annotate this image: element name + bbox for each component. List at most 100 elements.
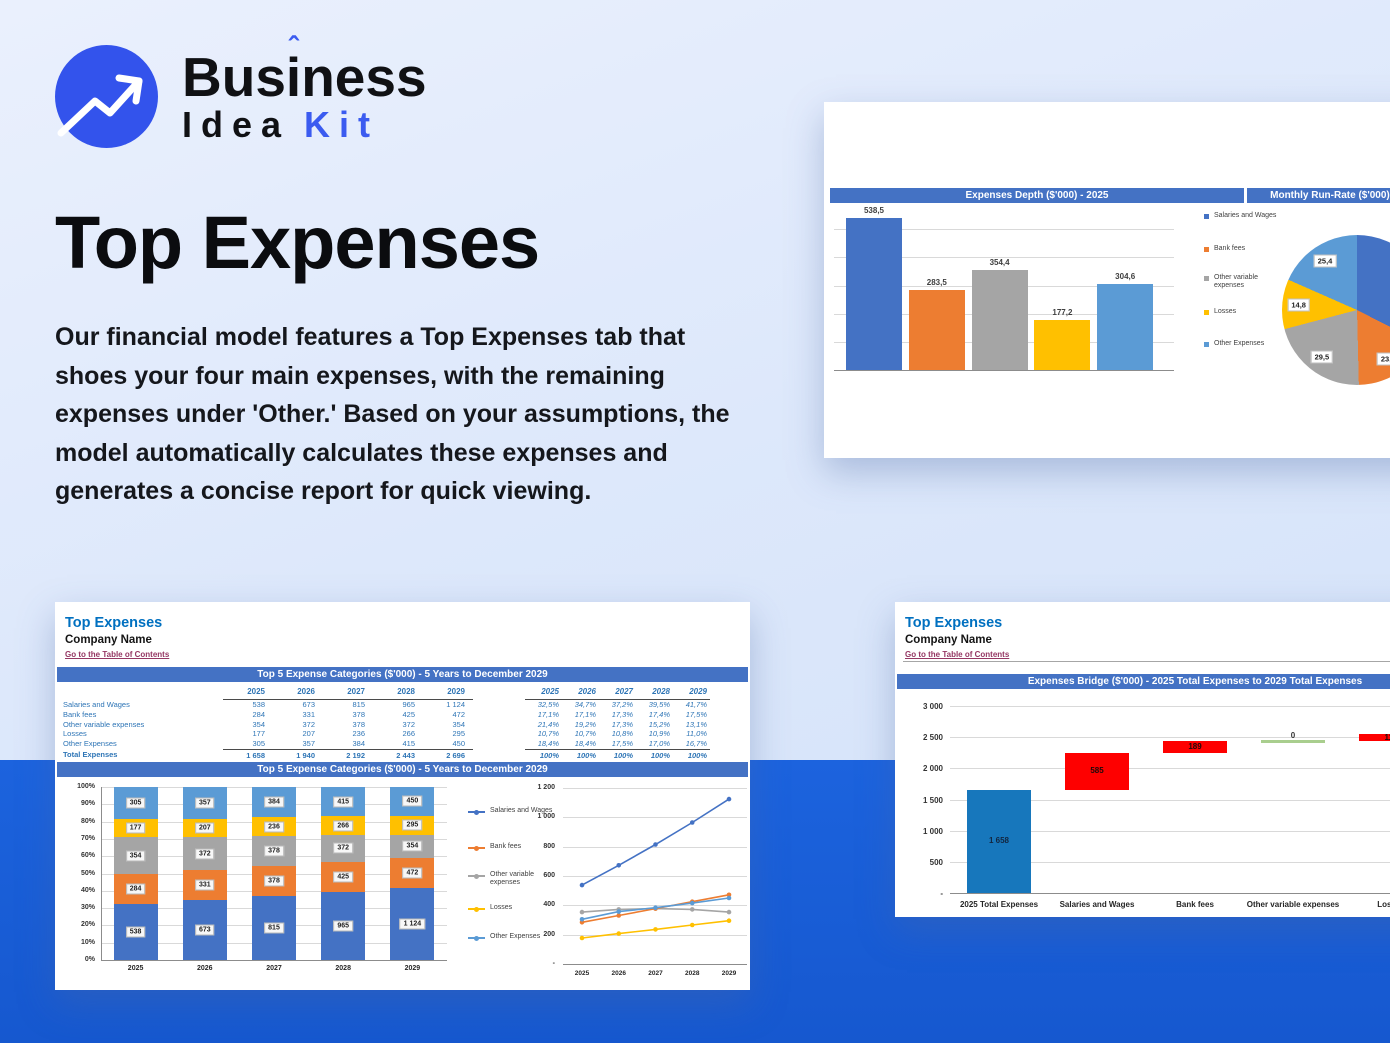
segment-value-label: 295	[402, 819, 423, 831]
segment-value-label: 284	[125, 883, 146, 895]
cell-value: 538	[252, 700, 265, 709]
legend-label: Losses	[1214, 308, 1237, 315]
logo-circle	[55, 45, 158, 148]
legend-label: Salaries and Wages	[1214, 212, 1277, 219]
legend-item: Salaries and Wages	[468, 807, 554, 815]
segment-value-label: 425	[333, 871, 354, 883]
segment-value-label: 472	[402, 867, 423, 879]
total-value: 1 658	[223, 748, 273, 761]
bar-value-label: 0	[1290, 731, 1296, 741]
x-axis-label: Losses	[1377, 900, 1390, 909]
bar-segment: 384	[252, 787, 296, 818]
table-of-contents-link[interactable]: Go to the Table of Contents	[65, 650, 170, 659]
segment-value-label: 673	[194, 924, 215, 936]
segment-value-label: 305	[125, 797, 146, 809]
y-axis-label: 60%	[80, 852, 95, 860]
gridline	[950, 737, 1390, 739]
legend-marker	[1204, 310, 1209, 315]
cell-value: 378	[352, 719, 365, 729]
pie-slice-label: 23,6	[1376, 352, 1390, 366]
total-percent: 100%	[525, 748, 562, 761]
cell-value: 357	[302, 739, 315, 749]
waterfall-bar	[1359, 734, 1390, 742]
year-header: 2029	[423, 686, 473, 700]
legend-marker-dot	[474, 845, 479, 851]
waterfall-bar	[1163, 741, 1227, 754]
page-title: Top Expenses	[55, 201, 540, 284]
gridline	[950, 830, 1390, 832]
total-percent: 100%	[673, 748, 710, 761]
bar-segment: 450	[390, 787, 435, 816]
year-header: 2027	[599, 686, 636, 700]
gridline	[563, 876, 747, 877]
segment-value-label: 372	[194, 848, 215, 860]
total-value: 2 192	[323, 748, 373, 761]
table-of-contents-link[interactable]: Go to the Table of Contents	[905, 650, 1010, 659]
legend-label: Bank fees	[1214, 245, 1246, 252]
segment-value-label: 384	[264, 796, 284, 808]
stacked-bar: 673 331 372 207 357	[182, 787, 227, 960]
segment-value-label: 331	[194, 879, 215, 891]
gridline	[950, 799, 1390, 801]
bar-segment: 357	[182, 787, 227, 819]
y-axis-label: -	[552, 960, 555, 967]
bar-segment: 378	[252, 835, 296, 866]
gridline	[563, 964, 747, 965]
line-series	[579, 796, 732, 941]
legend-marker	[468, 809, 485, 815]
brand-logo: Busi ˆ ness Idea Kit	[55, 32, 427, 148]
y-axis-label: 10%	[80, 938, 95, 946]
bar-segment: 295	[390, 815, 435, 835]
bar-segment: 815	[252, 895, 296, 960]
year-header: 2026	[562, 686, 599, 700]
y-axis-label: 100%	[77, 783, 95, 790]
legend-item: Other Expenses	[1204, 340, 1278, 348]
gridline	[563, 788, 747, 789]
cell-value: 207	[302, 729, 315, 739]
legend-item: Bank fees	[468, 843, 554, 851]
x-axis-label: 2026	[611, 970, 626, 977]
bar-segment: 425	[321, 861, 366, 892]
brand-line1: Busi ˆ ness	[182, 32, 427, 108]
cell-value: 425	[402, 709, 415, 719]
cell-percent: 17,0%	[648, 739, 670, 749]
cell-value: 1 124	[446, 700, 465, 709]
stacked-bar: 1 124 472 354 295 450	[390, 787, 435, 960]
segment-value-label: 372	[333, 842, 354, 854]
row-label: Bank fees	[63, 709, 97, 719]
legend-item: Losses	[468, 904, 554, 912]
sheet-title: Top Expenses	[65, 615, 163, 631]
depth-chart-header: Expenses Depth ($'000) - 2025	[830, 188, 1244, 203]
row-label: Salaries and Wages	[63, 700, 130, 709]
y-axis-label: 70%	[80, 834, 95, 842]
cell-value: 378	[352, 709, 365, 719]
legend-item: Bank fees	[1204, 245, 1278, 253]
cell-percent: 10,7%	[574, 729, 596, 739]
x-axis-label: 2027	[266, 965, 282, 972]
cell-percent: 17,5%	[685, 709, 707, 719]
bar-segment: 378	[252, 865, 296, 896]
year-header: 2028	[373, 686, 423, 700]
brand-kit: Kit	[304, 104, 380, 145]
legend-marker-dot	[474, 873, 479, 879]
cell-value: 236	[352, 729, 365, 739]
row-label: Other Expenses	[63, 739, 117, 749]
legend-marker	[468, 935, 485, 941]
runrate-chart-header: Monthly Run-Rate ($'000) - 2025	[1247, 188, 1390, 203]
x-axis-label: 2029	[721, 970, 737, 977]
bar-value-label: 118	[1384, 732, 1390, 742]
bar	[971, 270, 1028, 370]
legend-marker-dot	[474, 935, 479, 941]
cell-value: 815	[352, 700, 365, 709]
bar	[1034, 320, 1091, 370]
stacked-bar: 815 378 378 236 384	[252, 787, 296, 960]
y-axis-label: 500	[929, 857, 943, 867]
segment-value-label: 815	[264, 922, 284, 934]
year-header: 2027	[323, 686, 373, 700]
segment-value-label: 450	[402, 795, 423, 807]
cell-percent: 32,5%	[537, 700, 559, 709]
cell-value: 284	[252, 709, 265, 719]
legend-marker	[1204, 247, 1209, 252]
total-label: Total Expenses	[63, 749, 118, 759]
bar-segment: 472	[390, 857, 435, 888]
